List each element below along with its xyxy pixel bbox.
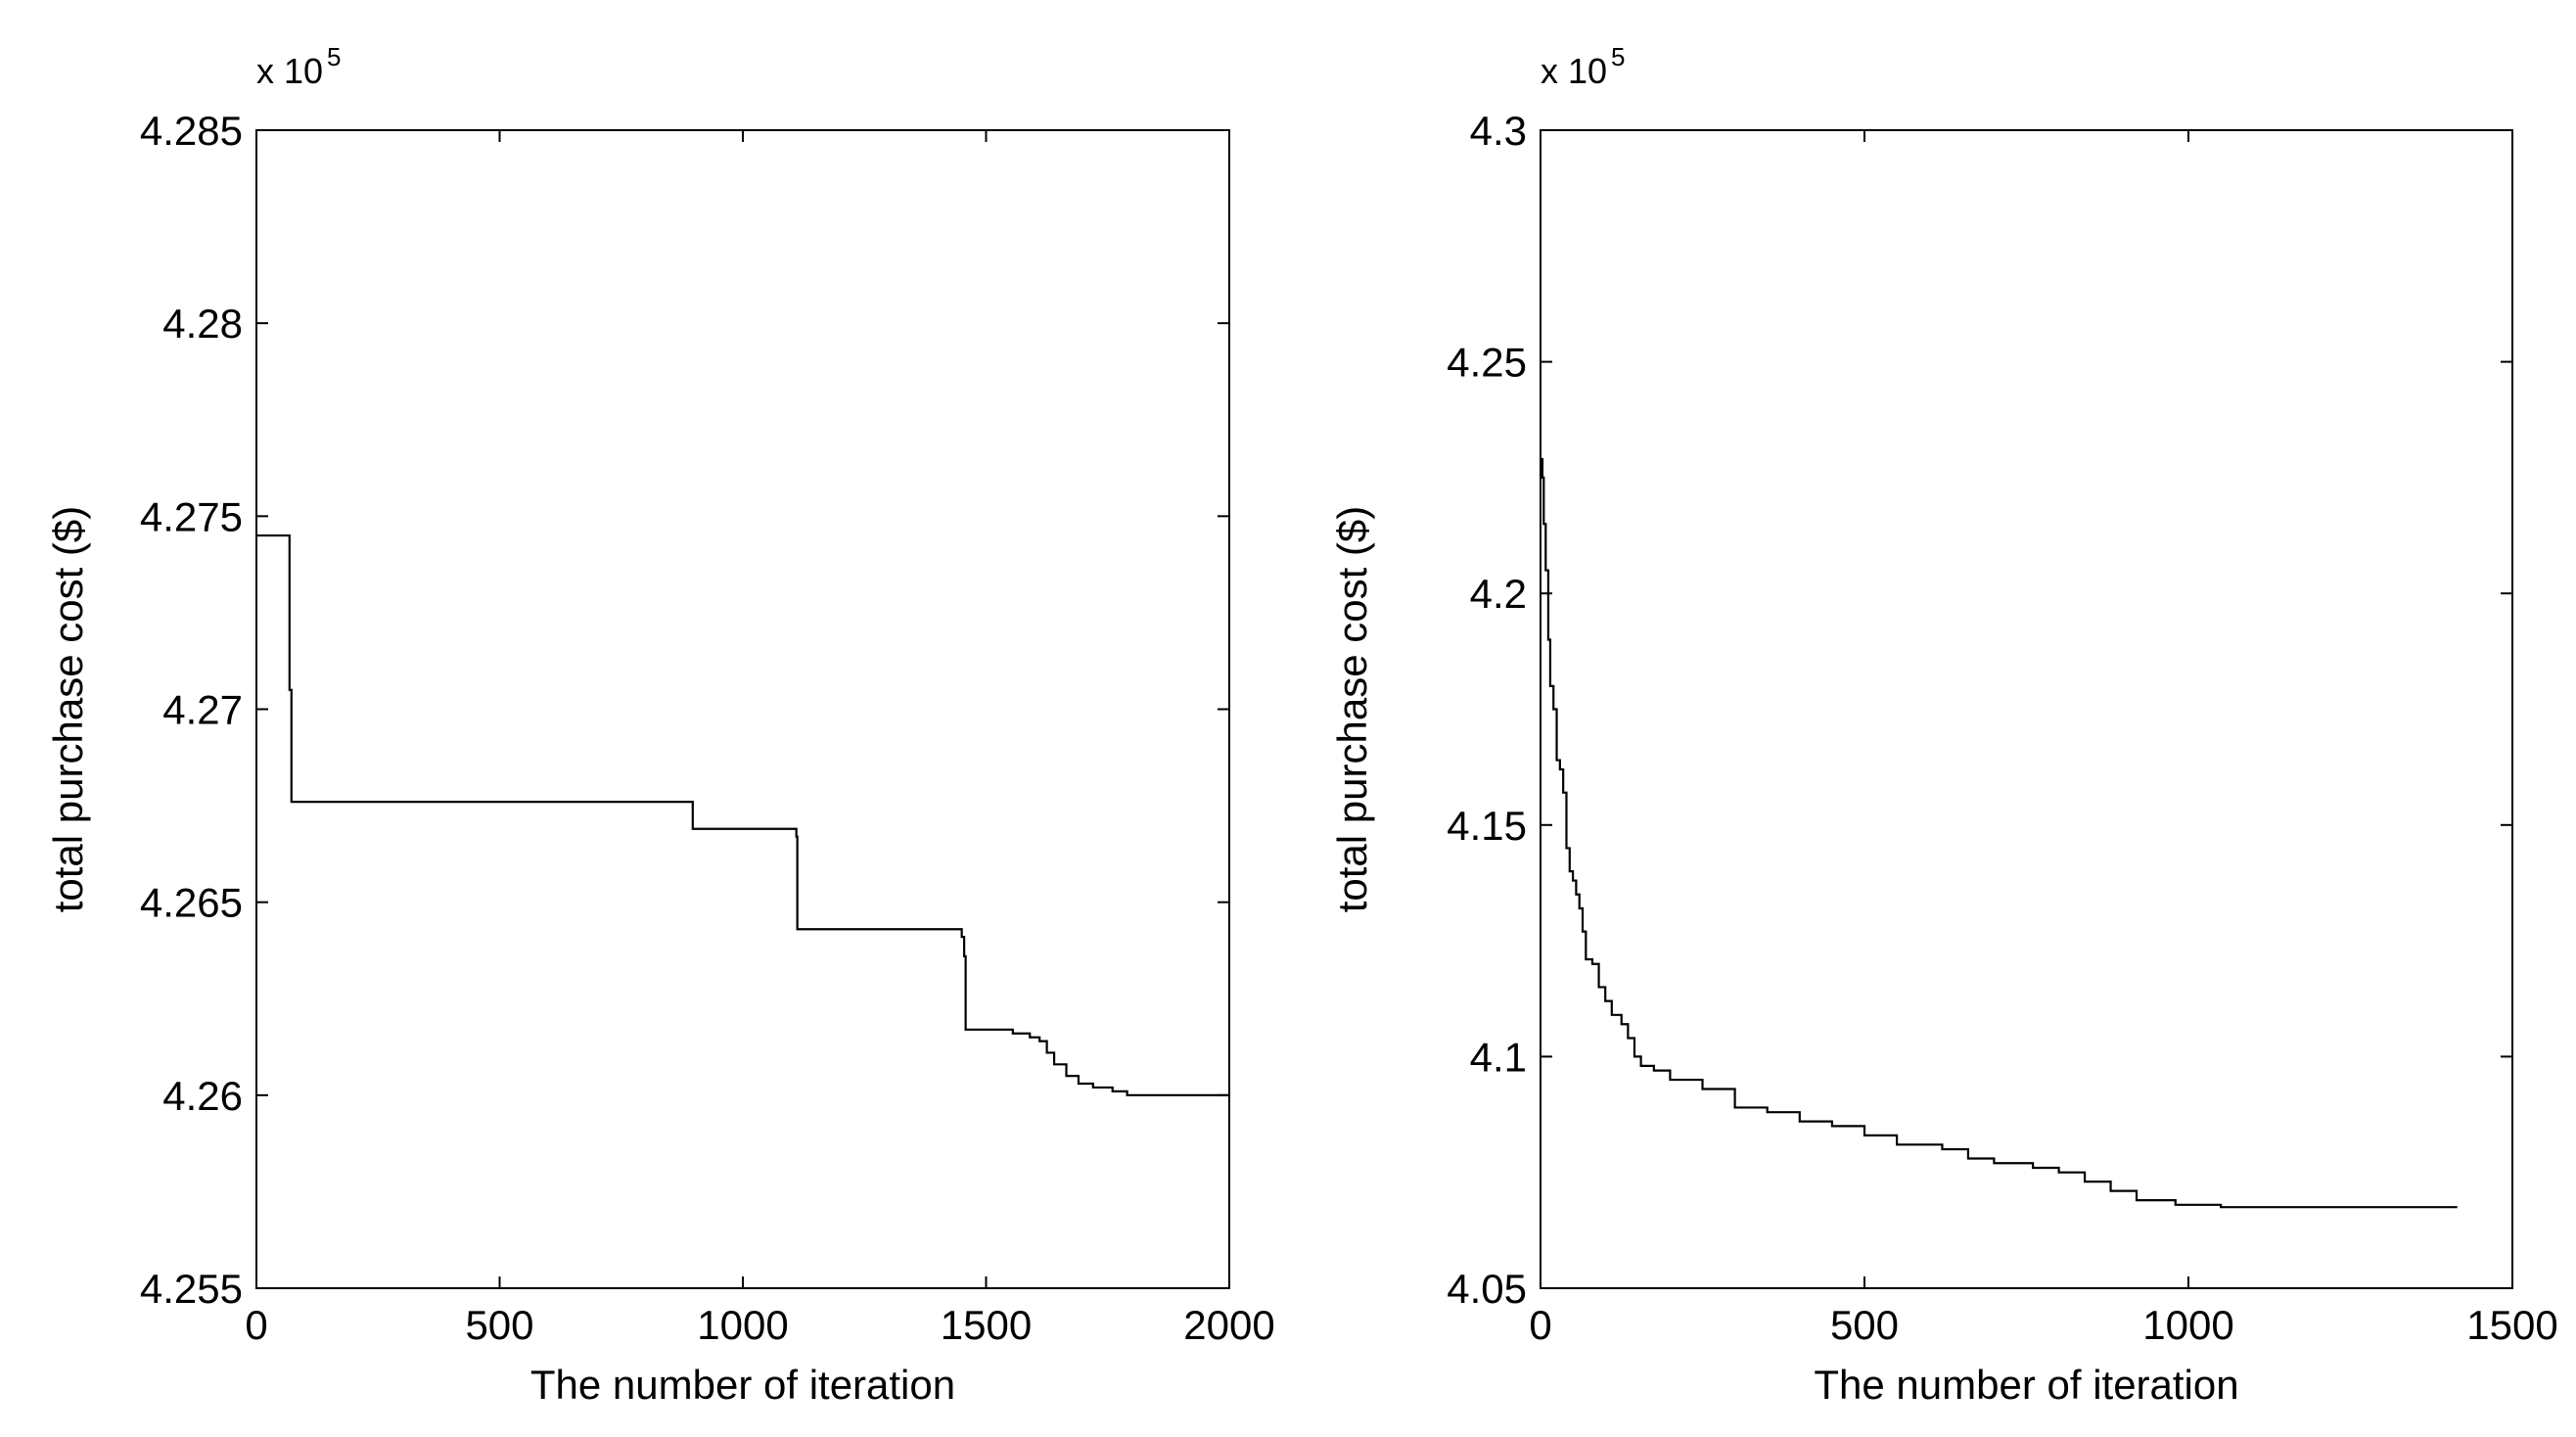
y-axis-multiplier-exponent: 5 [327, 42, 341, 71]
x-tick-label: 500 [1830, 1302, 1899, 1348]
y-axis-label: total purchase cost ($) [1329, 506, 1375, 913]
y-tick-label: 4.265 [140, 880, 243, 926]
y-tick-label: 4.26 [162, 1073, 243, 1119]
y-tick-label: 4.2 [1470, 571, 1527, 617]
y-tick-label: 4.275 [140, 493, 243, 539]
x-tick-label: 1500 [2466, 1302, 2557, 1348]
y-axis-multiplier: x 10 5 [1541, 42, 1626, 91]
y-tick-label: 4.1 [1470, 1034, 1527, 1080]
x-tick-label: 500 [465, 1302, 533, 1348]
chart-panel-2: 0 500 1000 1500 4.05 4.1 4.15 4.2 4.25 4.3 x 10 5 Th… [1329, 42, 2558, 1408]
x-axis-label: The number of iteration [530, 1362, 955, 1408]
y-tick-label: 4.05 [1447, 1266, 1527, 1312]
y-tick-label: 4.15 [1447, 803, 1527, 849]
x-tick-label: 2000 [1183, 1302, 1274, 1348]
y-axis-multiplier-exponent: 5 [1611, 42, 1625, 71]
x-tick-label: 1500 [941, 1302, 1032, 1348]
series-line-1 [1541, 457, 2458, 1209]
x-tick-label: 0 [245, 1302, 267, 1348]
y-tick-label: 4.28 [162, 301, 243, 347]
x-tick-label: 1000 [2142, 1302, 2233, 1348]
y-tick-label: 4.27 [162, 687, 243, 733]
plot-area-frame [1540, 129, 2513, 1289]
x-axis-label: The number of iteration [1814, 1362, 2238, 1408]
series-line-1 [256, 533, 1229, 1096]
y-tick-label: 4.255 [140, 1266, 243, 1312]
x-tick-label: 1000 [697, 1302, 788, 1348]
plot-area-frame [255, 129, 1230, 1289]
chart-panel-1: 0 500 1000 1500 2000 4.255 4.26 4.265 4.27 4.275 4… [45, 42, 1275, 1408]
y-axis-multiplier-base: x 10 [1541, 51, 1607, 91]
y-tick-label: 4.285 [140, 108, 243, 154]
y-axis-label: total purchase cost ($) [45, 506, 91, 913]
y-tick-label: 4.3 [1470, 108, 1527, 154]
y-axis-multiplier: x 10 5 [256, 42, 342, 91]
y-axis-multiplier-base: x 10 [256, 51, 323, 91]
y-tick-label: 4.25 [1447, 340, 1527, 386]
x-tick-label: 0 [1529, 1302, 1551, 1348]
